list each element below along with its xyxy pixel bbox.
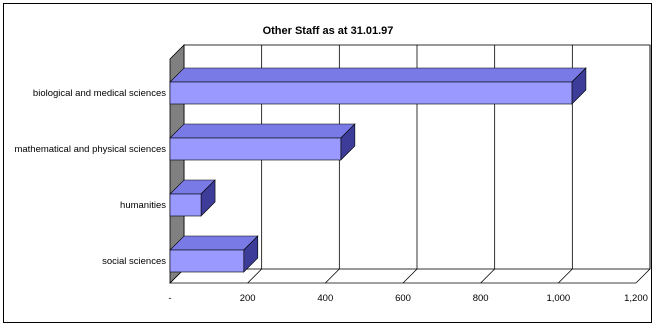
category-labels: social sciences humanities mathematical an… [14, 88, 166, 267]
bar [169, 81, 573, 105]
floor-gridline [635, 268, 651, 284]
bars-layer [169, 67, 587, 273]
x-tick-label: 1,200 [624, 293, 648, 304]
bar [169, 193, 202, 217]
floor-gridline [325, 268, 340, 284]
floor-gridline [247, 268, 262, 284]
x-tick-label: 800 [473, 293, 489, 304]
category-label: social sciences [102, 256, 166, 267]
floor-gridline [480, 268, 495, 284]
floor-gridline [402, 268, 418, 284]
chart-frame: Other Staff as at 31.01.97 social scienc… [3, 3, 652, 323]
category-label: humanities [120, 200, 166, 211]
x-tick-label: 1,000 [546, 293, 570, 304]
bar [169, 137, 342, 161]
x-tick-label: 200 [240, 293, 256, 304]
category-label: biological and medical sciences [33, 88, 166, 99]
x-tick-label: 400 [317, 293, 333, 304]
x-tick-labels: - 200 400 600 800 1,000 1,200 [168, 293, 647, 304]
x-tick-label: 600 [395, 293, 411, 304]
bar [169, 249, 245, 273]
bar-top [169, 67, 587, 83]
bar-top [169, 123, 356, 139]
bar-top [169, 235, 259, 251]
x-tick-label: - [168, 293, 171, 304]
category-label: mathematical and physical sciences [14, 144, 166, 155]
bar-chart: Other Staff as at 31.01.97 social scienc… [14, 25, 651, 304]
floor-gridline [558, 268, 573, 284]
chart-title: Other Staff as at 31.01.97 [263, 25, 394, 37]
